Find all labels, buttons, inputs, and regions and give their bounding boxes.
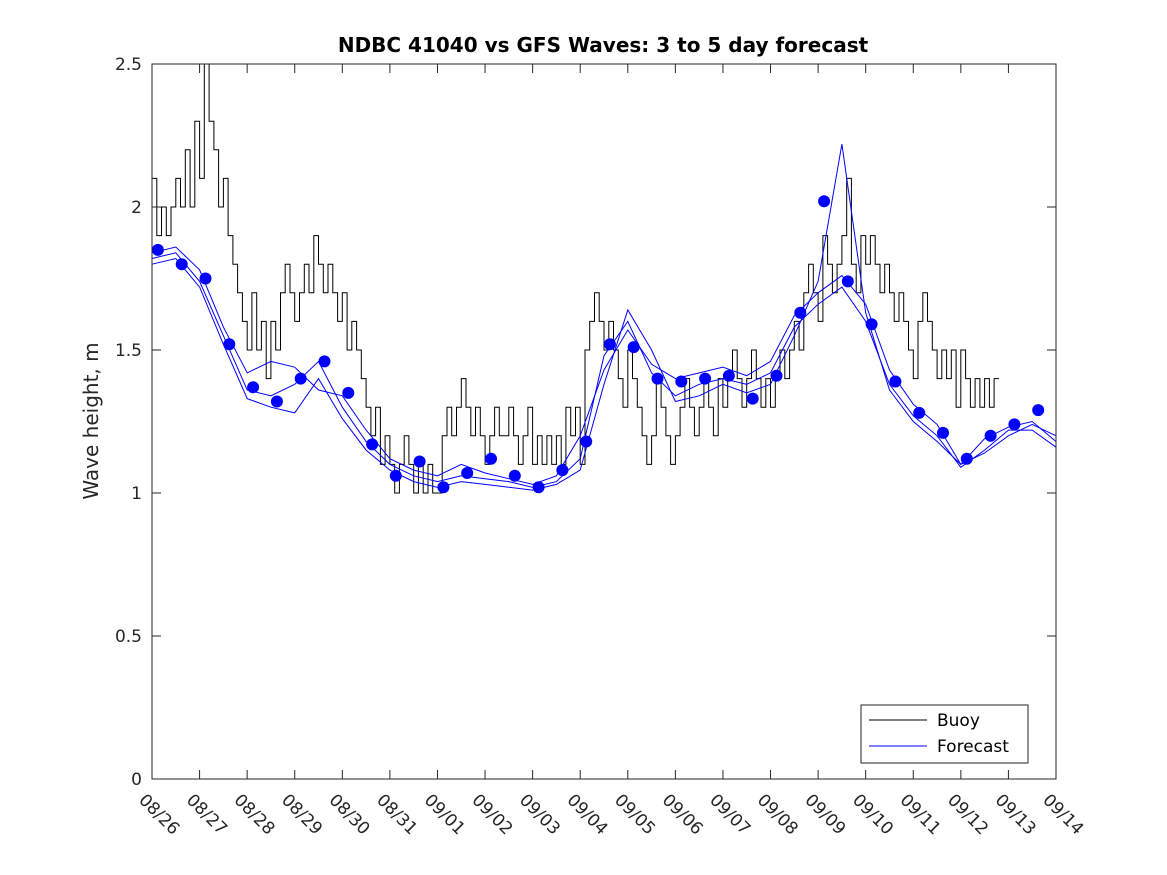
forecast-marker xyxy=(270,395,283,408)
forecast-marker xyxy=(366,438,379,451)
forecast-marker-layer xyxy=(151,195,1045,494)
forecast-marker xyxy=(389,469,402,482)
forecast-marker xyxy=(722,369,735,382)
forecast-marker xyxy=(1008,418,1021,431)
forecast-marker xyxy=(485,452,497,465)
forecast-marker xyxy=(770,369,783,382)
y-tick-label: 0 xyxy=(131,770,142,790)
forecast-marker xyxy=(580,435,593,448)
forecast-marker xyxy=(532,481,545,494)
y-tick-label: 0.5 xyxy=(115,627,142,647)
plot-area xyxy=(152,64,1056,779)
forecast-marker xyxy=(627,341,640,354)
forecast-marker xyxy=(818,195,831,208)
forecast-marker xyxy=(937,426,949,439)
y-tick-label: 2.5 xyxy=(115,55,142,75)
forecast-marker xyxy=(247,381,260,394)
forecast-marker xyxy=(437,481,450,494)
forecast-marker xyxy=(746,392,759,405)
forecast-marker xyxy=(175,258,188,271)
forecast-marker xyxy=(913,406,926,419)
forecast-marker xyxy=(342,386,355,399)
forecast-marker xyxy=(960,452,973,465)
forecast-marker xyxy=(841,275,854,288)
forecast-marker xyxy=(461,467,474,479)
forecast-marker xyxy=(984,429,997,442)
forecast-marker xyxy=(556,464,569,477)
forecast-marker xyxy=(1032,404,1045,417)
y-tick-label: 2 xyxy=(131,198,142,218)
forecast-marker xyxy=(223,338,236,351)
forecast-marker xyxy=(603,338,616,351)
forecast-marker xyxy=(794,306,807,319)
legend: Buoy Forecast xyxy=(860,704,1029,764)
forecast-marker xyxy=(889,375,902,388)
legend-box xyxy=(860,704,1029,764)
y-axis: 0 0.5 1 1.5 2 2.5 xyxy=(115,55,1056,790)
forecast-marker xyxy=(199,272,212,285)
forecast-marker xyxy=(151,243,164,256)
forecast-marker xyxy=(699,372,712,385)
buoy-series-line xyxy=(152,63,999,494)
chart-title: NDBC 41040 vs GFS Waves: 3 to 5 day fore… xyxy=(338,33,869,57)
forecast-marker xyxy=(865,318,878,331)
forecast-marker xyxy=(675,375,688,388)
legend-forecast-label: Forecast xyxy=(937,737,1009,757)
forecast-marker xyxy=(318,355,331,368)
forecast-marker xyxy=(413,455,426,468)
y-axis-label: Wave height, m xyxy=(79,342,103,499)
forecast-series-line-3 xyxy=(151,144,1057,491)
buoy-layer xyxy=(152,63,999,494)
forecast-marker xyxy=(651,372,664,385)
legend-buoy-label: Buoy xyxy=(937,711,980,731)
forecast-marker xyxy=(508,469,521,482)
y-tick-label: 1.5 xyxy=(115,341,142,361)
plot-frame xyxy=(151,63,1057,780)
forecast-marker xyxy=(294,372,307,385)
y-tick-label: 1 xyxy=(131,484,142,504)
